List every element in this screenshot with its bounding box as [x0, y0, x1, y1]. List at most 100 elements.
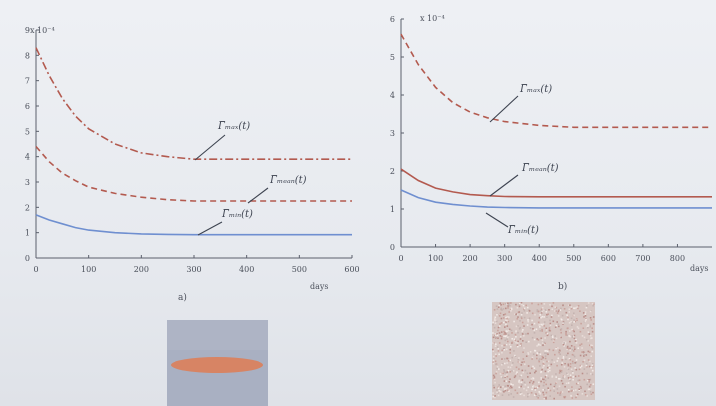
speckle-dot	[530, 378, 533, 380]
speckle-dot	[558, 378, 560, 380]
speckle-dot	[563, 345, 565, 347]
speckle-dot	[510, 393, 512, 395]
speckle-dot	[544, 370, 547, 373]
speckle-dot	[560, 380, 563, 382]
speckle-dot	[497, 347, 500, 350]
speckle-dot	[505, 387, 508, 390]
speckle-dot	[564, 341, 567, 344]
speckle-dot	[572, 334, 575, 337]
speckle-dot	[495, 305, 498, 307]
speckle-dot	[539, 393, 541, 395]
speckle-dot	[503, 330, 505, 333]
speckle-dot	[517, 325, 519, 327]
speckle-dot	[523, 325, 525, 327]
speckle-dot	[551, 359, 553, 361]
speckle-dot	[583, 336, 586, 339]
speckle-dot	[567, 373, 569, 375]
speckle-dot	[510, 383, 512, 385]
speckle-dot	[592, 316, 595, 318]
speckle-dot	[571, 397, 574, 399]
speckle-dot	[492, 392, 494, 394]
speckle-dot	[504, 385, 507, 387]
speckle-dot	[571, 328, 573, 331]
speckle-dot	[540, 316, 542, 319]
speckle-dot	[494, 319, 497, 322]
speckle-dot	[554, 335, 556, 337]
speckle-dot	[494, 345, 497, 347]
speckle-dot	[527, 365, 530, 367]
speckle-dot	[514, 355, 517, 358]
speckle-dot	[501, 335, 503, 338]
speckle-dot	[528, 317, 531, 320]
speckle-dot	[579, 385, 582, 388]
speckle-dot	[582, 351, 585, 353]
speckle-dot	[565, 334, 567, 336]
speckle-dot	[496, 346, 499, 348]
speckle-dot	[557, 347, 559, 349]
speckle-dot	[569, 374, 572, 377]
speckle-dot	[513, 338, 516, 340]
speckle-dot	[535, 328, 538, 330]
speckle-dot	[521, 384, 523, 386]
speckle-dot	[539, 326, 541, 328]
speckle-dot	[496, 334, 499, 336]
speckle-dot	[556, 312, 559, 314]
speckle-dot	[587, 326, 589, 329]
speckle-dot	[520, 316, 523, 318]
speckle-dot	[580, 322, 582, 325]
speckle-dot	[581, 347, 583, 349]
speckle-dot	[515, 303, 517, 306]
speckle-dot	[537, 310, 540, 313]
speckle-dot	[498, 332, 501, 334]
speckle-dot	[586, 305, 588, 307]
speckle-dot	[521, 330, 523, 333]
speckle-dot	[586, 325, 589, 328]
speckle-dot	[494, 316, 497, 319]
speckle-dot	[569, 340, 571, 343]
speckle-dot	[530, 392, 533, 394]
speckle-dot	[566, 327, 569, 330]
speckle-dot	[537, 303, 540, 306]
speckle-dot	[533, 394, 536, 396]
speckle-dot	[492, 323, 494, 326]
speckle-dot	[548, 364, 550, 367]
speckle-dot	[570, 321, 572, 323]
speckle-dot	[590, 393, 593, 395]
speckle-dot	[501, 363, 503, 366]
speckle-dot	[579, 354, 582, 357]
speckle-dot	[569, 379, 572, 382]
speckle-dot	[531, 312, 534, 315]
speckle-dot	[527, 320, 529, 323]
speckle-dot	[520, 317, 523, 320]
speckle-dot	[507, 305, 509, 307]
speckle-dot	[502, 314, 505, 316]
speckle-dot	[519, 335, 522, 338]
speckle-dot	[588, 379, 591, 381]
speckle-dot	[565, 358, 567, 361]
speckle-dot	[583, 355, 585, 357]
speckle-dot	[518, 328, 521, 330]
speckle-dot	[573, 319, 575, 321]
speckle-dot	[574, 367, 576, 369]
speckle-dot	[559, 394, 562, 396]
speckle-dot	[510, 329, 513, 332]
speckle-dot	[536, 338, 538, 340]
speckle-dot	[539, 365, 541, 367]
speckle-dot	[554, 326, 557, 328]
speckle-dot	[505, 348, 508, 351]
speckle-dot	[571, 324, 573, 326]
speckle-dot	[587, 388, 590, 391]
speckle-dot	[521, 392, 523, 395]
speckle-dot	[509, 348, 511, 351]
speckle-dot	[506, 374, 508, 376]
speckle-dot	[546, 333, 549, 335]
speckle-dot	[545, 391, 548, 394]
speckle-dot	[577, 347, 579, 349]
speckle-dot	[583, 353, 586, 356]
speckle-dot	[502, 390, 504, 392]
speckle-dot	[558, 309, 560, 311]
speckle-dot	[553, 361, 556, 363]
speckle-dot	[497, 306, 500, 308]
speckle-dot	[500, 376, 503, 378]
speckle-dot	[591, 344, 594, 347]
